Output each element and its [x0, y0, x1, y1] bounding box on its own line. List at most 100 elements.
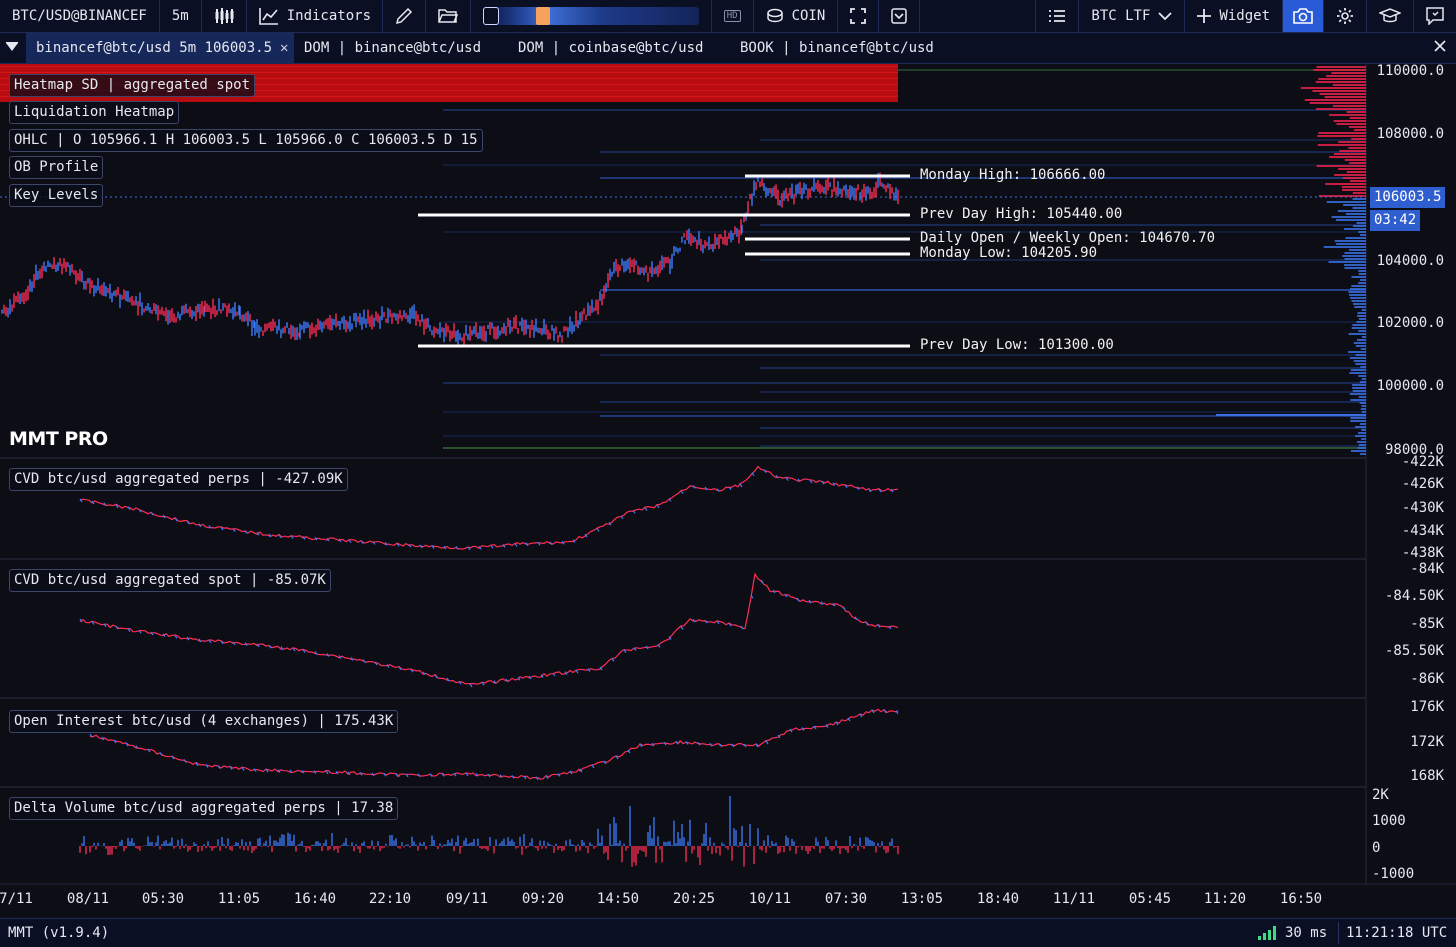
- ob-profile-bid-bar: [1355, 435, 1366, 437]
- ob-profile-bid-bar: [1356, 339, 1366, 341]
- open-interest-line-up: [89, 709, 899, 781]
- ob-profile-bid-bar: [1353, 225, 1366, 227]
- chevron-down-icon: [1158, 11, 1173, 21]
- ob-profile-bid-bar: [1353, 360, 1366, 362]
- top-toolbar: BTC/USD@BINANCEF 5m Indicators HD COIN B…: [0, 0, 1456, 33]
- watchlist-button[interactable]: [1036, 0, 1080, 32]
- key-level-label: Prev Day High: 105440.00: [920, 206, 1123, 222]
- gradient-track[interactable]: [482, 7, 699, 25]
- hd-toggle[interactable]: HD: [712, 0, 754, 32]
- time-axis-label: 11:05: [217, 891, 261, 907]
- legend-ohlc[interactable]: OHLC | O 105966.1 H 106003.5 L 105966.0 …: [9, 129, 483, 152]
- range-start-handle[interactable]: [482, 7, 499, 25]
- ob-profile-ask-bar: [1329, 114, 1366, 116]
- ob-profile-ask-bar: [1341, 186, 1366, 188]
- save-button[interactable]: [879, 0, 921, 32]
- ob-profile-bid-bar: [1351, 285, 1366, 287]
- ob-profile-ask-bar: [1349, 180, 1366, 182]
- chart-type-button[interactable]: [202, 0, 247, 32]
- time-axis-label: 09:20: [521, 891, 565, 907]
- ob-profile-ask-bar: [1318, 195, 1366, 197]
- ob-profile-ask-bar: [1319, 93, 1366, 95]
- tab-chart[interactable]: binancef@btc/usd 5m 106003.5 ✕: [26, 33, 294, 63]
- ob-profile-bid-bar: [1349, 249, 1366, 251]
- legend-heatmap-sd[interactable]: Heatmap SD | aggregated spot: [9, 74, 256, 97]
- legend-ob-profile[interactable]: OB Profile: [9, 156, 104, 179]
- open-interest-axis-label: 176K: [1410, 699, 1444, 715]
- ob-profile-bid-bar: [1344, 267, 1366, 269]
- ob-profile-bid-bar: [1356, 321, 1366, 323]
- line-chart-icon: [258, 7, 279, 25]
- brand-watermark: MMT PRO: [9, 428, 108, 450]
- coin-button[interactable]: COIN: [754, 0, 839, 32]
- ob-profile-bid-bar: [1354, 306, 1366, 308]
- ob-profile-bid-bar: [1360, 348, 1366, 350]
- legend-delta-volume[interactable]: Delta Volume btc/usd aggregated perps | …: [9, 797, 399, 820]
- folder-icon: [437, 8, 458, 24]
- key-level-label: Monday High: 106666.00: [920, 167, 1106, 183]
- time-axis-label: 13:05: [900, 891, 944, 907]
- open-layout-button[interactable]: [426, 0, 471, 32]
- time-axis-label: 7/11: [0, 891, 33, 907]
- ob-profile-bid-bar: [1334, 240, 1366, 242]
- ob-profile-bid-bar: [1349, 372, 1366, 374]
- ob-profile-bid-bar: [1349, 393, 1366, 395]
- ob-profile-bid-bar: [1348, 333, 1366, 335]
- chart-canvas[interactable]: [0, 0, 1456, 918]
- ob-profile-ask-bar: [1333, 153, 1366, 155]
- ob-profile-bid-bar: [1358, 282, 1366, 284]
- heatmap-range-slider[interactable]: [471, 0, 712, 32]
- screenshot-button[interactable]: [1283, 0, 1324, 32]
- legend-cvd-spot[interactable]: CVD btc/usd aggregated spot | -85.07K: [9, 569, 331, 592]
- version-label: MMT (v1.9.4): [8, 925, 110, 941]
- indicators-button[interactable]: Indicators: [247, 0, 383, 32]
- ob-profile-ask-bar: [1331, 72, 1366, 74]
- legend-open-interest[interactable]: Open Interest btc/usd (4 exchanges) | 17…: [9, 710, 399, 733]
- time-axis-label: 09/11: [445, 891, 489, 907]
- ob-profile-bid-bar: [1351, 327, 1366, 329]
- close-panel-button[interactable]: [1424, 33, 1456, 63]
- add-widget-button[interactable]: Widget: [1185, 0, 1283, 32]
- ob-profile-ask-bar: [1316, 165, 1366, 167]
- time-axis-label: 18:40: [976, 891, 1020, 907]
- layout-selector[interactable]: BTC LTF: [1079, 0, 1186, 32]
- ob-profile-bid-bar: [1337, 210, 1366, 212]
- close-tab-icon[interactable]: ✕: [280, 40, 289, 56]
- symbol-selector[interactable]: BTC/USD@BINANCEF: [0, 0, 160, 32]
- open-interest-line: [89, 708, 899, 780]
- legend-liquidation-heatmap[interactable]: Liquidation Heatmap: [9, 101, 180, 124]
- ob-profile-bid-bar: [1358, 318, 1366, 320]
- tab-book-binancef[interactable]: BOOK | binancef@btc/usd: [730, 33, 956, 63]
- ob-profile-bid-bar: [1357, 441, 1366, 443]
- heatmap-line: [0, 72, 898, 73]
- tab-label: BOOK | binancef@btc/usd: [740, 40, 934, 56]
- timeframe-selector[interactable]: 5m: [160, 0, 202, 32]
- academy-button[interactable]: [1367, 0, 1414, 32]
- tab-menu-button[interactable]: [0, 33, 26, 63]
- ob-profile-ask-bar: [1352, 192, 1366, 194]
- open-interest-axis-label: 172K: [1410, 734, 1444, 750]
- ob-profile-bid-bar: [1359, 381, 1366, 383]
- status-divider: [1338, 922, 1339, 944]
- pencil-icon: [395, 7, 413, 25]
- ob-profile-ask-bar: [1315, 81, 1366, 83]
- ob-profile-bid-bar: [1355, 354, 1366, 356]
- draw-tool-button[interactable]: [383, 0, 426, 32]
- ob-profile-ask-bar: [1304, 99, 1366, 101]
- ob-profile-ask-bar: [1342, 177, 1366, 179]
- ob-profile-ask-bar: [1313, 69, 1366, 71]
- ob-profile-ask-bar: [1312, 90, 1366, 92]
- ob-profile-bid-bar: [1358, 330, 1366, 332]
- legend-key-levels[interactable]: Key Levels: [9, 184, 104, 207]
- ob-profile-bid-bar: [1358, 273, 1366, 275]
- tab-label: DOM | coinbase@btc/usd: [518, 40, 704, 56]
- chat-button[interactable]: [1414, 0, 1456, 32]
- tab-dom-binance[interactable]: DOM | binance@btc/usd: [294, 33, 508, 63]
- fullscreen-button[interactable]: [838, 0, 880, 32]
- ob-profile-bid-bar: [1351, 300, 1366, 302]
- settings-button[interactable]: [1324, 0, 1367, 32]
- tab-dom-coinbase[interactable]: DOM | coinbase@btc/usd: [508, 33, 730, 63]
- plus-icon: [1197, 9, 1212, 23]
- range-end-handle[interactable]: [535, 7, 550, 25]
- legend-cvd-perps[interactable]: CVD btc/usd aggregated perps | -427.09K: [9, 468, 348, 491]
